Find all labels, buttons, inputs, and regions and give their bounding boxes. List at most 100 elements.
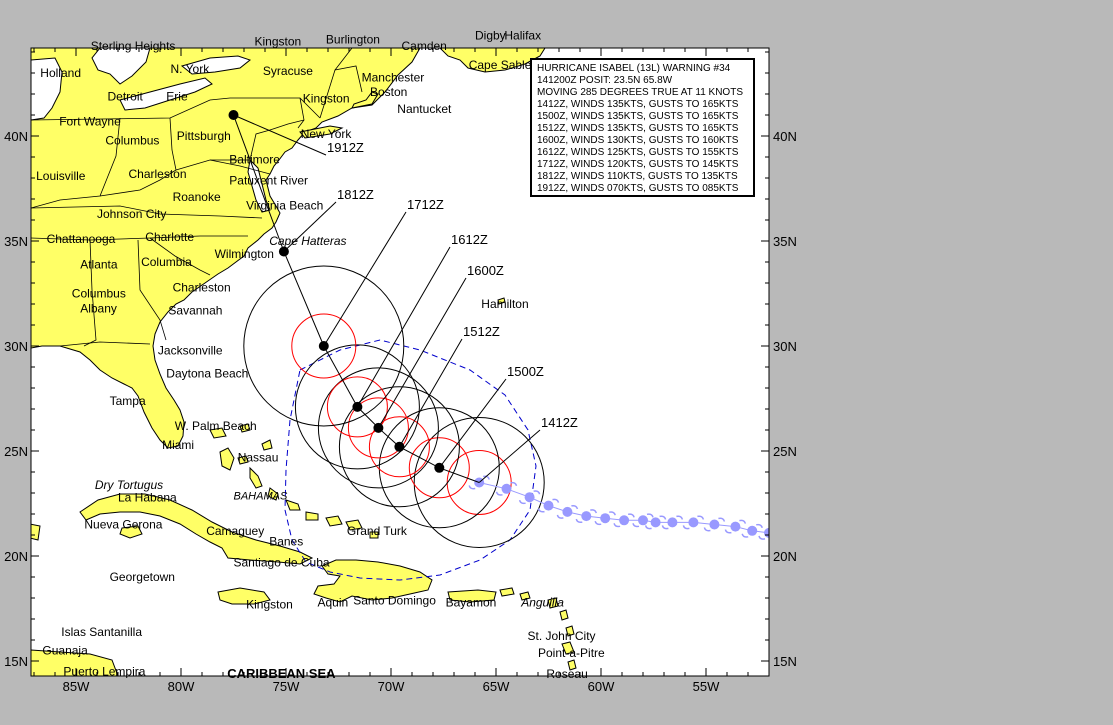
forecast-time-label: 1612Z — [451, 232, 488, 247]
place-label: Guanaja — [42, 644, 88, 658]
lat-label-right: 25N — [773, 444, 797, 459]
place-label: Savannah — [168, 304, 222, 318]
lat-label-left: 30N — [4, 339, 28, 354]
forecast-line: 1600Z, WINDS 130KTS, GUSTS TO 160KTS — [537, 135, 739, 146]
place-label: Kingston — [246, 598, 293, 612]
place-label: Nueva Gerona — [84, 518, 162, 532]
hispaniola-land — [313, 559, 433, 603]
long-island — [299, 125, 344, 139]
place-label: Halifax — [504, 28, 541, 42]
state-borders — [31, 48, 363, 347]
place-label: Erie — [166, 89, 188, 103]
wind-radius-outer — [338, 386, 460, 508]
wind-radius-outer — [243, 265, 405, 427]
forecast-leader-line — [478, 429, 541, 483]
hurricane-symbol-arm — [609, 511, 616, 516]
place-label: Baltimore — [229, 152, 280, 166]
hurricane-symbol-arm — [552, 498, 560, 503]
past-position — [747, 525, 758, 536]
region-label: BAHAMAS — [234, 490, 288, 502]
forecast-time-label: 1500Z — [507, 364, 544, 379]
forecast-leader-line — [233, 114, 327, 156]
past-position — [501, 483, 512, 494]
forecast-position — [318, 341, 329, 351]
past-position — [600, 513, 611, 524]
wind-radius-inner — [291, 313, 357, 379]
forecast-track-line — [233, 114, 480, 483]
hurricane-symbol-arm — [594, 520, 602, 526]
place-label: Detroit — [108, 89, 144, 103]
place-label-italic: Dry Tortugus — [95, 478, 163, 492]
past-position — [543, 500, 554, 511]
warning-motion: MOVING 285 DEGREES TRUE AT 11 KNOTS — [537, 87, 743, 98]
hurricane-symbol-arm — [758, 535, 766, 540]
lat-label-right: 15N — [773, 654, 797, 669]
hurricane-symbol-arm — [739, 519, 747, 524]
lat-label-right: 30N — [773, 339, 797, 354]
axis-ticks — [31, 48, 770, 676]
lon-label: 70W — [378, 679, 405, 694]
past-position — [581, 511, 592, 522]
forecast-time-label: 1412Z — [541, 415, 578, 430]
place-label: Georgetown — [110, 570, 175, 584]
place-label: St. John City — [528, 629, 596, 643]
place-label: Roanoke — [173, 190, 221, 204]
hurricane-symbol-arm — [533, 490, 541, 495]
place-label: Santo Domingo — [353, 593, 436, 607]
place-label: Hamilton — [481, 297, 528, 311]
lesser-antilles — [31, 523, 577, 671]
hurricane-symbol-arm — [644, 525, 652, 530]
hurricane-symbol-arm — [756, 523, 763, 529]
place-label: Tampa — [110, 394, 146, 408]
sea-label: CARIBBEAN SEA — [227, 666, 336, 681]
forecast-line: 1512Z, WINDS 135KTS, GUSTS TO 165KTS — [537, 123, 739, 134]
place-label: Kingston — [255, 35, 302, 49]
place-label: Camden — [402, 39, 447, 53]
longitude-labels: 85W 80W 75W 70W 65W 60W 55W — [63, 679, 720, 694]
hurricane-symbol-arm — [697, 515, 705, 520]
hurricane-symbol-arm — [537, 508, 545, 513]
wind-radius-inner — [408, 437, 470, 499]
lat-label-left: 35N — [4, 234, 28, 249]
place-label: Banes — [269, 535, 303, 549]
past-position — [562, 506, 573, 517]
forecast-leader-line — [323, 211, 407, 347]
place-label: Charleston — [129, 167, 187, 181]
bermuda-island — [497, 297, 506, 305]
place-label: Nantucket — [397, 102, 452, 116]
place-label: Johnson City — [97, 207, 166, 221]
place-label: Virginia Beach — [246, 199, 323, 213]
hurricane-symbol-arm — [468, 485, 476, 490]
place-label: Columbus — [105, 133, 159, 147]
past-track-line — [479, 482, 769, 534]
lon-label: 65W — [483, 679, 510, 694]
lat-label-right: 35N — [773, 234, 797, 249]
lat-label-left: 25N — [4, 444, 28, 459]
place-label: New York — [301, 127, 353, 141]
forecast-position — [373, 422, 384, 433]
forecast-line: 1912Z, WINDS 070KTS, GUSTS TO 085KTS — [537, 183, 739, 194]
place-label: W. Palm Beach — [175, 419, 257, 433]
warning-title: HURRICANE ISABEL (13L) WARNING #34 — [537, 63, 731, 74]
place-label: Chattanooga — [47, 232, 116, 246]
lat-label-right: 20N — [773, 549, 797, 564]
place-label: Pittsburgh — [177, 129, 231, 143]
forecast-leader-line — [438, 378, 507, 469]
forecast-leader-line — [283, 201, 337, 252]
hurricane-symbol-arm — [590, 509, 598, 514]
forecast-leader-line — [398, 338, 463, 448]
place-label: Columbus — [72, 287, 126, 301]
past-position — [524, 492, 535, 503]
place-label: Boston — [370, 85, 407, 99]
past-position — [709, 519, 720, 530]
puerto-rico-land — [447, 589, 497, 603]
place-label: Columbia — [141, 255, 192, 269]
forecast-time-label: 1600Z — [467, 263, 504, 278]
hurricane-symbol-arm — [724, 529, 732, 534]
hurricane-symbol-arm — [718, 517, 726, 522]
hurricane-symbol-arm — [661, 525, 669, 530]
lon-label: 85W — [63, 679, 90, 694]
place-label: Charlotte — [145, 230, 194, 244]
hurricane-symbol-arm — [646, 513, 654, 518]
lon-label: 80W — [168, 679, 195, 694]
